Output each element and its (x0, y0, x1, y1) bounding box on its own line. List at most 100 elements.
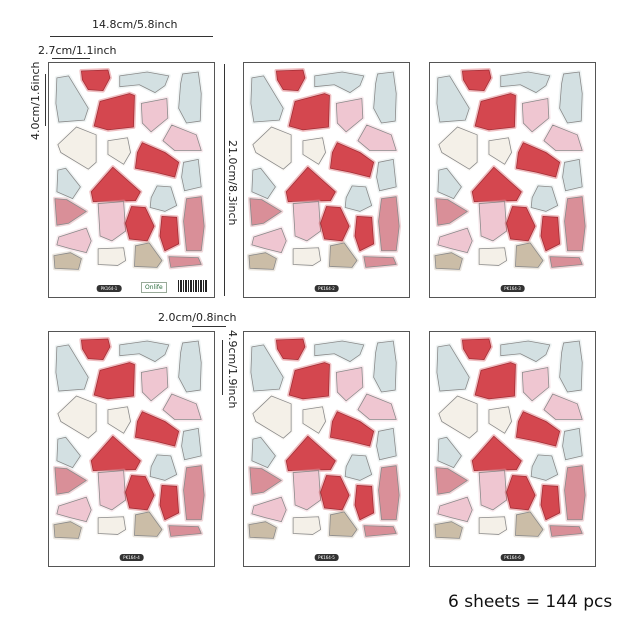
sticker-tan (434, 521, 463, 539)
sticker-cream (302, 406, 326, 434)
sticker-blue (500, 71, 551, 93)
sticker-blue (250, 75, 284, 123)
sticker-blue (251, 436, 276, 469)
sticker-blue (55, 75, 89, 123)
sticker-pink (140, 367, 169, 402)
sticker-sheet-4: PK164-4 (48, 331, 215, 567)
sticker-red (159, 215, 180, 252)
stickers (51, 337, 207, 541)
sticker-red (90, 166, 141, 202)
sticker-tan (53, 521, 82, 539)
sticker-rose (564, 465, 586, 521)
sticker-red (540, 484, 561, 521)
sticker-height-large-arrow (45, 74, 46, 126)
sticker-red (135, 411, 180, 447)
sticker-red (540, 215, 561, 252)
sheet-height-arrow (224, 64, 225, 296)
sticker-red (125, 206, 155, 242)
sticker-blue (344, 454, 373, 481)
sticker-red (81, 338, 111, 361)
sticker-blue (373, 340, 397, 393)
sticker-pink (437, 227, 473, 254)
sticker-red (285, 435, 336, 471)
sticker-sheet-5: PK164-5 (243, 331, 410, 567)
sticker-blue (436, 344, 470, 392)
sticker-cream (107, 137, 131, 165)
sticker-height-small-label: 4.9cm/1.9inch (226, 330, 239, 409)
sticker-tan (329, 242, 358, 268)
sticker-rose (378, 196, 400, 252)
sheet-code: PK164-2 (314, 285, 339, 292)
sticker-blue (149, 185, 178, 212)
sticker-pink (478, 470, 507, 511)
sticker-width-small-arrow (192, 326, 226, 327)
sticker-red (276, 338, 306, 361)
sheet-width-arrow (50, 36, 213, 37)
sticker-red (474, 362, 516, 400)
sticker-rose (168, 256, 202, 268)
sticker-rose (249, 467, 282, 495)
sticker-pink (162, 124, 202, 151)
sticker-red (516, 142, 561, 178)
sticker-cream (97, 247, 126, 266)
sticker-blue (250, 344, 284, 392)
sticker-tan (248, 521, 277, 539)
sticker-pink (140, 98, 169, 133)
sticker-blue (56, 436, 81, 469)
sticker-red (471, 166, 522, 202)
sticker-red (462, 69, 492, 92)
sticker-blue (56, 167, 81, 200)
sticker-blue (314, 340, 365, 362)
sticker-cream (478, 516, 507, 535)
sticker-tan (515, 242, 544, 268)
sticker-blue (436, 75, 470, 123)
sticker-rose (363, 256, 397, 268)
sticker-pink (97, 201, 126, 242)
sticker-blue (373, 71, 397, 124)
sticker-width-large-label: 2.7cm/1.1inch (38, 44, 117, 57)
sticker-red (81, 69, 111, 92)
sticker-cream (302, 137, 326, 165)
sticker-pink (251, 496, 287, 523)
sheet-code: PK164-1 (96, 285, 122, 292)
sticker-cream (97, 516, 126, 535)
sticker-pink (292, 470, 321, 511)
sticker-height-large-label: 4.0cm/1.6inch (29, 61, 42, 140)
sticker-cream (438, 126, 478, 170)
sticker-blue (344, 185, 373, 212)
stickers (246, 68, 402, 272)
sticker-red (516, 411, 561, 447)
sticker-pink (162, 393, 202, 420)
sticker-red (125, 475, 155, 511)
sticker-rose (54, 467, 87, 495)
sheet-width-label: 14.8cm/5.8inch (92, 18, 178, 31)
sticker-blue (119, 340, 170, 362)
sticker-blue (559, 71, 583, 124)
sticker-red (471, 435, 522, 471)
brand-logo: Onlife (141, 282, 167, 293)
sticker-red (320, 206, 350, 242)
sticker-pink (543, 124, 583, 151)
sticker-pink (335, 367, 364, 402)
sticker-blue (251, 167, 276, 200)
sticker-red (276, 69, 306, 92)
sticker-pink (478, 201, 507, 242)
sticker-red (285, 166, 336, 202)
sticker-blue (562, 427, 583, 461)
sticker-red (135, 142, 180, 178)
sticker-pink (56, 227, 92, 254)
sticker-blue (376, 427, 397, 461)
sticker-rose (564, 196, 586, 252)
sticker-pink (543, 393, 583, 420)
sticker-blue (376, 158, 397, 192)
sticker-blue (55, 344, 89, 392)
sticker-blue (437, 167, 462, 200)
sticker-cream (252, 126, 292, 170)
sticker-cream (107, 406, 131, 434)
sticker-blue (437, 436, 462, 469)
sticker-pink (357, 124, 397, 151)
sticker-red (93, 362, 135, 400)
sticker-blue (530, 454, 559, 481)
sticker-rose (549, 256, 583, 268)
sticker-cream (57, 395, 97, 439)
